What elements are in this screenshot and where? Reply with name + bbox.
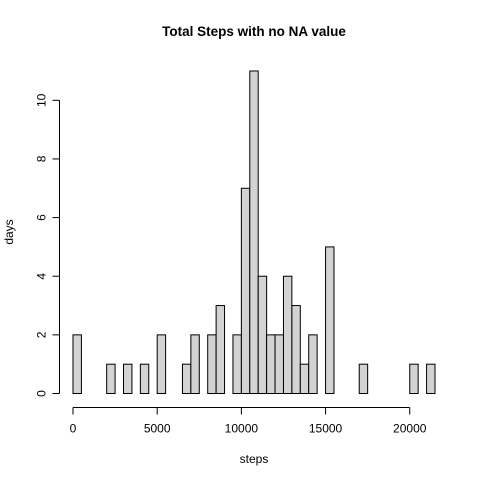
histogram-bar [308,334,318,395]
histogram-bar [282,275,293,394]
histogram-bar [240,187,251,394]
histogram-bar [291,305,301,394]
y-tick-label: 8 [35,155,49,162]
x-tick-label: 5000 [144,422,171,436]
histogram-bar [123,363,133,395]
histogram-bar [106,363,116,395]
histogram-bar [190,334,200,395]
histogram-bar [257,275,268,394]
histogram-bar [215,305,226,394]
x-tick-label: 15000 [309,422,343,436]
y-tick-label: 10 [35,93,49,107]
histogram-bar [426,363,436,395]
y-axis: 0 2 4 6 8 10 [35,93,60,397]
histogram-bar [207,334,217,395]
x-tick-label: 0 [70,422,77,436]
y-tick-label: 2 [35,331,49,338]
chart-title: Total Steps with no NA value [162,24,346,39]
histogram-bar [266,334,276,395]
histogram-bar [72,334,82,395]
histogram-bar [232,334,242,395]
x-axis: 0 5000 10000 15000 20000 [70,407,427,436]
y-tick-label: 6 [35,214,49,221]
histogram-bar [325,246,335,394]
x-tick-label: 20000 [393,422,427,436]
y-axis-label: days [2,219,16,244]
bars-group [72,70,436,395]
y-tick-label: 0 [35,390,49,397]
histogram-bar [156,334,167,395]
histogram-bar [139,363,150,395]
histogram-bar [358,363,369,395]
histogram-bar [274,334,284,395]
x-axis-label: steps [240,452,269,466]
y-tick-label: 4 [35,273,49,280]
histogram-bar [299,363,310,395]
x-tick-label: 10000 [225,422,259,436]
histogram-bar [181,363,192,395]
histogram-bar [249,70,259,394]
histogram-bar [409,363,419,395]
